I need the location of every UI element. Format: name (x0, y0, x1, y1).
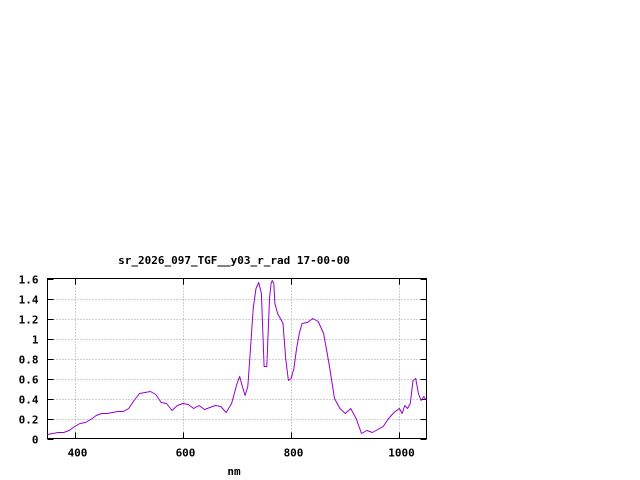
x-tick-label: 600 (176, 447, 196, 460)
y-tick-label: 1 (32, 334, 39, 347)
x-tick-label: 400 (68, 447, 88, 460)
y-tick-label: 0.4 (19, 394, 39, 407)
y-tick-label: 1.2 (19, 314, 39, 327)
y-tick-label: 1.6 (19, 274, 39, 287)
x-tick-label: 800 (284, 447, 304, 460)
y-tick-label: 0.2 (19, 414, 39, 427)
grid-layer (47, 278, 427, 439)
plot-frame (47, 278, 427, 439)
series-layer (47, 280, 427, 435)
series-line-0 (47, 280, 427, 435)
y-tick-label: 0.6 (19, 374, 39, 387)
y-tick-label: 1.4 (19, 294, 39, 307)
x-tick-label: 1000 (388, 447, 415, 460)
y-tick-label: 0 (32, 434, 39, 447)
x-axis-label: nm (227, 465, 241, 478)
chart-title: sr_2026_097_TGF__y03_r_rad 17-00-00 (118, 254, 350, 267)
y-tick-label: 0.8 (19, 354, 39, 367)
ticks-layer: 0 0.2 0.4 0.6 0.8 1 1.2 1.4 1.6 400 600 800 1000 (19, 274, 427, 460)
